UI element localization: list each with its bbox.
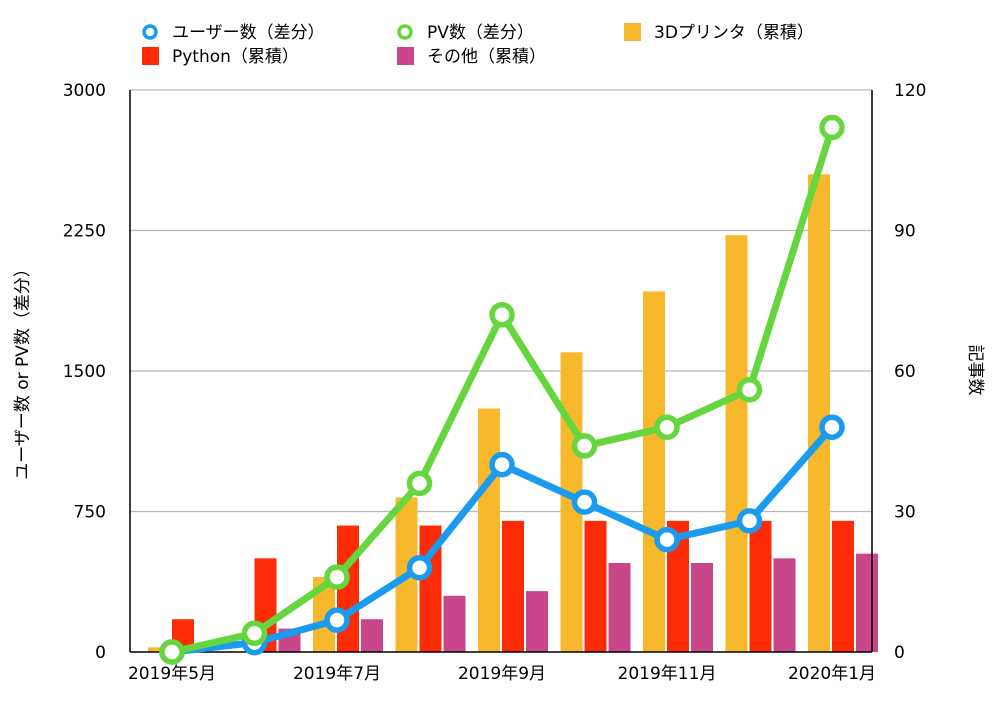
bar-other [443, 595, 466, 652]
bar-3dprinter [725, 235, 748, 652]
pv-point [159, 639, 185, 665]
bar-python [832, 520, 854, 652]
legend: ユーザー数（差分） PV数（差分） 3Dプリンタ（累積） Python（累積） その他（… [142, 23, 814, 67]
y-left-tick-label: 3000 [63, 81, 106, 101]
y-right-tick-label: 120 [894, 81, 926, 101]
bar-python [667, 520, 689, 652]
pv-point [654, 414, 680, 440]
legend-label: ユーザー数（差分） [172, 23, 325, 43]
y-right-tick-label: 0 [894, 643, 905, 663]
y-left-tick-label: 0 [95, 643, 106, 663]
y-axis-right-title: 記事数 [965, 345, 985, 396]
legend-swatch [142, 47, 159, 65]
bar-python [584, 520, 607, 652]
bar-3dprinter [478, 408, 500, 652]
pv-point [571, 433, 598, 459]
legend-marker [397, 24, 413, 40]
bar-3dprinter [560, 352, 583, 652]
y-left-tick-label: 1500 [63, 362, 106, 382]
pv-point [241, 620, 268, 647]
x-tick-label: 2020年1月 [788, 664, 876, 684]
legend-marker [142, 24, 158, 40]
bar-other [773, 558, 796, 652]
bar-3dprinter [643, 291, 665, 652]
x-tick-label: 2019年5月 [128, 664, 216, 684]
bar-3dprinter [148, 647, 170, 652]
y-axis-left-title: ユーザー数 or PV数（差分） [13, 260, 33, 480]
gridlines [130, 89, 872, 513]
bar-other [361, 619, 383, 652]
bar-python [502, 520, 524, 652]
line-series-group [159, 114, 845, 665]
users-point [489, 451, 515, 478]
y-right-tick-label: 30 [894, 503, 916, 523]
bar-3dprinter [808, 174, 830, 653]
y-left-tick-label: 750 [74, 503, 106, 523]
bar-other [691, 563, 713, 652]
legend-item: ユーザー数（差分） [142, 23, 325, 43]
legend-label: PV数（差分） [427, 23, 534, 43]
legend-label: その他（累積） [427, 47, 546, 67]
legend-swatch [397, 47, 414, 65]
pv-point [819, 114, 845, 141]
x-tick-label: 2019年7月 [293, 664, 381, 684]
users-point [736, 508, 763, 534]
legend-item: 3Dプリンタ（累積） [624, 23, 814, 43]
legend-label: Python（累積） [172, 47, 299, 67]
bar-other [856, 553, 878, 652]
legend-item: その他（累積） [397, 47, 546, 67]
bar-other [608, 563, 631, 652]
pv-point [406, 470, 433, 497]
users-point [819, 414, 845, 440]
legend-swatch [624, 23, 641, 41]
users-point [406, 554, 433, 581]
users-point [571, 489, 598, 515]
pv-point [489, 302, 515, 328]
bar-other [526, 591, 548, 652]
legend-item: Python（累積） [142, 47, 299, 67]
legend-item: PV数（差分） [397, 23, 534, 43]
legend-label: 3Dプリンタ（累積） [654, 23, 814, 43]
bar-3dprinter [313, 577, 335, 652]
y-right-tick-label: 60 [894, 362, 916, 382]
bar-series-group [148, 174, 878, 653]
x-tick-label: 2019年9月 [458, 664, 546, 684]
users-point [324, 607, 350, 633]
x-tick-label: 2019年11月 [618, 664, 717, 684]
tick-labels: 0 750 1500 2250 3000 0 30 60 90 120 2019年5月 2019年7月… [63, 81, 927, 684]
y-left-tick-label: 2250 [63, 222, 106, 242]
bar-python [749, 520, 772, 652]
y-right-tick-label: 90 [894, 222, 916, 242]
pv-point [736, 376, 763, 403]
users-point [654, 526, 680, 553]
pv-point [324, 564, 350, 590]
